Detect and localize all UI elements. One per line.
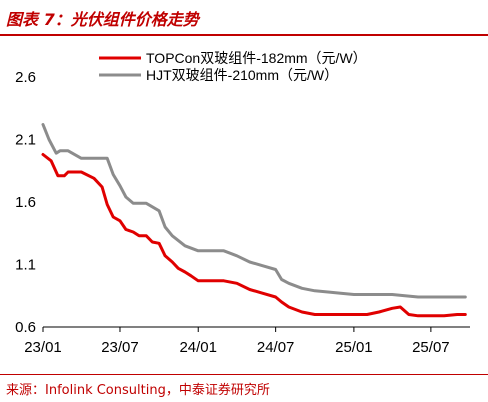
y-tick-label: 1.1 [15, 257, 36, 274]
series-line-hjt [41, 123, 467, 299]
chart-title: 图表 7：光伏组件价格走势 [6, 10, 199, 29]
series-line-topcon [41, 153, 467, 318]
x-tick-label: 23/01 [24, 339, 62, 356]
source-divider [0, 374, 488, 375]
legend-label-topcon: TOPCon双玻组件-182mm（元/W） [146, 50, 367, 66]
x-tick-label: 24/07 [257, 339, 295, 356]
legend-label-hjt: HJT双玻组件-210mm（元/W） [146, 67, 338, 83]
x-tick-label: 25/01 [335, 339, 373, 356]
y-tick-label: 1.6 [15, 194, 36, 211]
x-tick-label: 23/07 [101, 339, 139, 356]
y-tick-label: 2.1 [15, 132, 36, 149]
x-tick-label: 24/01 [179, 339, 217, 356]
y-tick-label: 0.6 [15, 319, 36, 336]
source-note: 来源：Infolink Consulting，中泰证券研究所 [6, 383, 270, 398]
x-tick-label: 25/07 [412, 339, 450, 356]
y-tick-label: 2.6 [15, 69, 36, 86]
title-divider [0, 34, 488, 36]
